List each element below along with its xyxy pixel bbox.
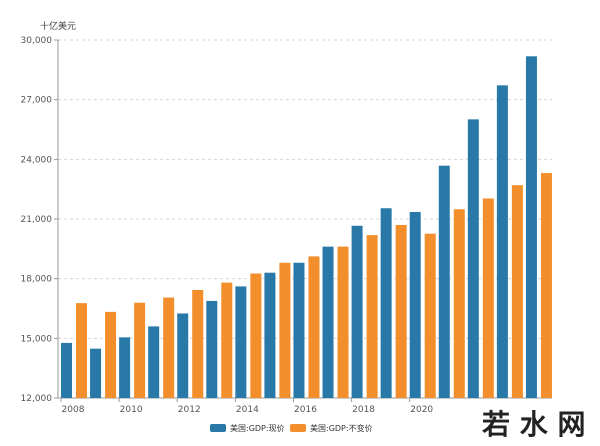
- bar-current-price: [380, 208, 392, 398]
- bar-constant-price: [163, 297, 175, 398]
- legend-label-constant-price: 美国:GDP:不变价: [310, 423, 373, 433]
- bar-current-price: [351, 225, 363, 398]
- bar-current-price: [409, 212, 421, 398]
- bar-current-price: [235, 286, 247, 398]
- y-tick-label: 18,000: [21, 275, 53, 285]
- bar-current-price: [438, 165, 450, 398]
- x-tick-labels: 2008 2010 2012 2014 2016 2018 2020: [60, 398, 433, 415]
- bar-constant-price: [511, 185, 523, 398]
- bar-constant-price: [424, 233, 436, 398]
- y-tick-label: 15,000: [21, 334, 53, 344]
- bar-constant-price: [221, 282, 233, 398]
- bar-constant-price: [279, 262, 291, 398]
- legend-swatch-current-price: [210, 424, 226, 432]
- y-axis-unit-label: 十亿美元: [40, 20, 76, 32]
- bar-constant-price: [482, 198, 494, 398]
- bar-constant-price: [192, 290, 204, 398]
- bar-constant-price: [366, 235, 378, 398]
- x-tick-label: 2010: [120, 405, 143, 415]
- bar-constant-price: [540, 173, 552, 398]
- bar-current-price: [525, 56, 537, 398]
- x-tick-label: 2008: [62, 405, 85, 415]
- bar-current-price: [119, 337, 131, 398]
- bars: [61, 56, 552, 399]
- x-tick-label: 2016: [294, 405, 317, 415]
- y-tick-label: 24,000: [21, 155, 53, 165]
- bar-current-price: [177, 313, 189, 398]
- bar-constant-price: [250, 273, 262, 398]
- bar-current-price: [264, 272, 276, 398]
- y-tick-label: 27,000: [21, 96, 53, 106]
- bar-constant-price: [308, 256, 320, 398]
- bar-current-price: [496, 85, 508, 398]
- watermark-text: 若 水 网: [482, 408, 586, 441]
- y-tick-label: 30,000: [21, 36, 53, 46]
- bar-current-price: [293, 262, 305, 398]
- bar-constant-price: [453, 209, 465, 398]
- x-tick-label: 2012: [178, 405, 201, 415]
- bar-current-price: [206, 300, 218, 398]
- y-tick-labels: 12,000 15,000 18,000 21,000 24,000 27,000 30,0…: [21, 36, 58, 404]
- y-tick-label: 21,000: [21, 215, 53, 225]
- bar-current-price: [322, 246, 334, 398]
- bar-current-price: [148, 326, 160, 398]
- bar-current-price: [467, 119, 479, 399]
- bar-constant-price: [76, 303, 87, 398]
- watermark-backdrop: [470, 402, 600, 446]
- legend-label-current-price: 美国:GDP:现价: [230, 423, 285, 433]
- legend: 美国:GDP:现价 美国:GDP:不变价: [210, 423, 373, 433]
- x-tick-label: 2020: [410, 405, 433, 415]
- bar-constant-price: [395, 224, 407, 398]
- legend-swatch-constant-price: [290, 424, 306, 432]
- bar-constant-price: [134, 302, 146, 398]
- watermark: 若 水 网: [470, 402, 600, 446]
- bar-constant-price: [337, 246, 349, 398]
- bar-current-price: [61, 342, 72, 398]
- x-tick-label: 2014: [236, 405, 259, 415]
- y-tick-label: 12,000: [21, 394, 53, 404]
- bar-current-price: [90, 348, 102, 398]
- x-tick-label: 2018: [352, 405, 375, 415]
- grid-lines: [58, 39, 552, 339]
- bar-constant-price: [105, 311, 117, 398]
